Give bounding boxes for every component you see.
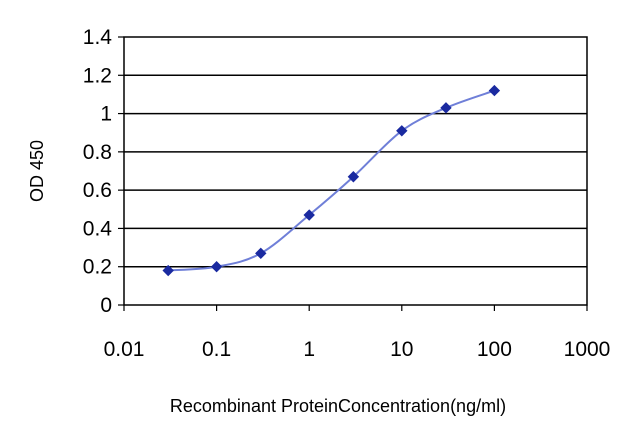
y-tick-label: 0.4 <box>83 217 113 240</box>
data-point <box>488 84 501 97</box>
axes <box>118 36 588 311</box>
data-point <box>303 209 315 221</box>
series-layer <box>162 84 501 277</box>
y-axis-title: OD 450 <box>27 140 47 202</box>
y-tick-label: 0 <box>100 294 112 317</box>
y-tick-label: 1 <box>100 103 112 126</box>
x-tick-label: 1 <box>303 338 315 361</box>
x-tick-labels: 0.01 0.1 1 10 100 1000 <box>104 338 611 361</box>
plot-area <box>123 36 588 306</box>
x-tick-label: 1000 <box>564 338 611 361</box>
data-point <box>347 171 360 183</box>
gridlines <box>124 74 587 268</box>
x-tick-label: 10 <box>390 338 413 361</box>
y-tick-label: 1.2 <box>83 64 112 87</box>
data-point <box>210 261 223 273</box>
y-tick-label: 0.2 <box>83 256 112 279</box>
data-point <box>440 102 452 114</box>
x-axis-title: Recombinant ProteinConcentration(ng/ml) <box>170 396 506 416</box>
x-tick-label: 100 <box>477 338 512 361</box>
data-point <box>255 247 267 260</box>
y-tick-labels: 0 0.2 0.4 0.6 0.8 1 1.2 1.4 <box>83 26 113 317</box>
data-point <box>162 264 174 277</box>
x-tick-label: 0.1 <box>202 338 231 361</box>
y-tick-label: 0.6 <box>83 179 112 202</box>
y-tick-label: 0.8 <box>83 141 112 164</box>
x-tick-label: 0.01 <box>104 338 145 361</box>
y-tick-label: 1.4 <box>83 26 113 49</box>
data-point <box>396 125 408 137</box>
